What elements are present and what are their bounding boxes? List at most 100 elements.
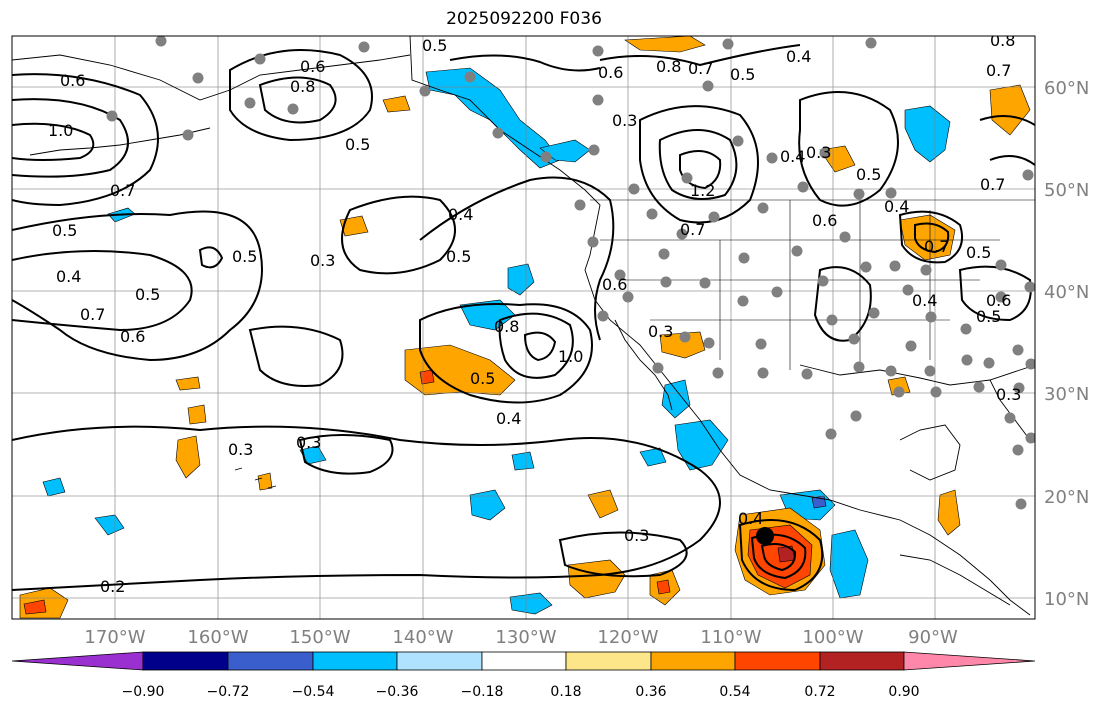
anomaly-region [656, 579, 671, 595]
coastline-north-america [409, 36, 1031, 616]
station-dot [905, 340, 917, 352]
contour-line [498, 312, 574, 379]
map-frame [11, 35, 1036, 620]
anomaly-region [175, 376, 201, 391]
lat-label: 50°N [1044, 180, 1089, 201]
lat-label: 20°N [1044, 487, 1089, 508]
contour-label: 1.2 [690, 181, 715, 200]
colorbar-segment [650, 651, 736, 671]
contours [12, 44, 1035, 592]
station-dot [732, 135, 744, 147]
anomaly-region [659, 331, 706, 359]
anomaly-region [23, 599, 47, 615]
coastline-central-america [899, 554, 1011, 606]
lat-label: 30°N [1044, 384, 1089, 405]
contour-label: 0.8 [990, 31, 1015, 50]
contour-line [798, 91, 899, 207]
station-dot [679, 331, 691, 343]
station-dot [155, 36, 167, 47]
contour-label: 0.5 [976, 307, 1001, 326]
station-dot [699, 277, 711, 289]
contour-label: 0.4 [786, 47, 811, 66]
contour-label: 0.7 [680, 220, 705, 239]
station-dot [817, 275, 829, 287]
coastline-gulf [799, 364, 1035, 386]
colorbar-labels: −0.90 −0.72 −0.54 −0.36 −0.18 0.18 0.36 … [122, 684, 920, 700]
contour-label: 0.3 [648, 322, 673, 341]
contour-label: 0.5 [730, 65, 755, 84]
lat-label: 60°N [1044, 78, 1089, 99]
station-dot [791, 245, 803, 257]
station-dot [960, 323, 972, 335]
contour-label: 0.5 [966, 243, 991, 262]
contour-line [12, 425, 721, 591]
colorbar-segment [142, 651, 229, 671]
station-dot [920, 264, 932, 276]
lat-label: 10°N [1044, 589, 1089, 610]
station-dot [676, 228, 688, 240]
contour-line [760, 543, 797, 572]
station-dot [1024, 281, 1035, 293]
colorbar-label: −0.90 [122, 684, 165, 700]
colorbar-label: −0.18 [461, 684, 504, 700]
station-dot [930, 386, 942, 398]
contour-label: 0.7 [924, 237, 949, 256]
contour-label: 0.3 [228, 440, 253, 459]
contour-label: 0.3 [996, 385, 1021, 404]
contour-label: 0.6 [986, 291, 1011, 310]
anomaly-region [937, 489, 961, 536]
station-dot [893, 386, 905, 398]
anomaly-region [419, 369, 435, 385]
station-dot [853, 188, 865, 200]
station-dot [587, 236, 599, 248]
station-dot [771, 286, 783, 298]
map-area: 0.6 1.0 0.7 0.5 0.4 0.7 0.6 0.5 0.5 0.3 … [12, 31, 1035, 619]
contour-label: 0.3 [624, 526, 649, 545]
anomaly-region [829, 529, 869, 599]
station-dot [244, 97, 256, 109]
station-dot [1015, 498, 1027, 510]
contour-label: 0.3 [806, 143, 831, 162]
lon-label: 160°W [187, 627, 248, 648]
contour-line [298, 434, 394, 475]
contour-line [523, 331, 557, 362]
anomaly-region [777, 545, 796, 563]
contour-label: 0.4 [738, 509, 763, 528]
contour-line [419, 303, 593, 404]
latitude-labels: 60°N 50°N 40°N 30°N 20°N 10°N [1044, 78, 1089, 610]
contour-line [738, 519, 824, 592]
contour-label: 0.5 [135, 285, 160, 304]
anomaly-region [94, 514, 125, 536]
shaded-anomalies [19, 36, 1031, 619]
station-dot [492, 127, 504, 139]
contour-line [12, 73, 159, 207]
lon-label: 150°W [289, 627, 350, 648]
colorbar-label: −0.54 [292, 684, 335, 700]
graticule [12, 36, 1035, 619]
coastline-baja [614, 319, 673, 411]
contour-label: 0.7 [980, 175, 1005, 194]
station-dot [592, 94, 604, 106]
contour-line [558, 531, 688, 578]
station-dot [801, 368, 813, 380]
station-dot [681, 172, 693, 184]
lon-label: 110°W [700, 627, 761, 648]
station-dot [853, 361, 865, 373]
colorbar-segment [734, 651, 821, 671]
contour-line [599, 44, 801, 67]
contour-labels: 0.6 1.0 0.7 0.5 0.4 0.7 0.6 0.5 0.5 0.3 … [48, 31, 1021, 596]
contour-line [750, 533, 807, 580]
lon-label: 100°W [802, 627, 863, 648]
contour-label: 0.4 [884, 197, 909, 216]
colorbar-label: 0.36 [635, 684, 666, 700]
anomaly-region [257, 472, 273, 491]
station-dot [983, 357, 995, 369]
colorbar-segment [396, 651, 483, 671]
contour-label: 0.6 [120, 327, 145, 346]
station-dot [924, 365, 936, 377]
contour-line [639, 105, 759, 224]
contour-label: 0.3 [296, 433, 321, 452]
colorbar-segment [481, 651, 567, 671]
lon-label: 130°W [495, 627, 556, 648]
